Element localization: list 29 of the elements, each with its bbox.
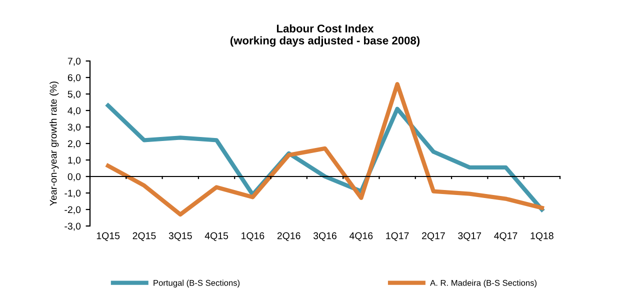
y-tick-label: 2,0 xyxy=(68,140,81,148)
y-axis-title: Year-on-year growth rate (%) xyxy=(50,82,59,206)
y-tick-label: 3,0 xyxy=(68,124,81,132)
legend-label: A. R. Madeira (B-S Sections) xyxy=(430,280,537,288)
x-tick-label: 4Q16 xyxy=(349,232,373,241)
legend-label: Portugal (B-S Sections) xyxy=(154,280,240,288)
line-series xyxy=(106,82,544,217)
chart-title: Labour Cost Index (working days adjusted - base 2008) xyxy=(230,24,420,47)
x-tick-label: 1Q17 xyxy=(386,232,409,241)
x-tick-label: 3Q15 xyxy=(168,232,192,241)
x-tick-label: 1Q16 xyxy=(242,232,264,241)
y-tick-label: -1,0 xyxy=(64,190,81,198)
x-tick-label: 1Q15 xyxy=(96,232,120,241)
x-tick-label: 2Q17 xyxy=(422,232,445,241)
y-tick-label: 6,0 xyxy=(68,74,81,82)
x-tick-label: 3Q17 xyxy=(458,232,482,241)
y-tick-label: 5,0 xyxy=(68,90,81,99)
x-tick-label: 4Q17 xyxy=(494,232,518,241)
y-tick-label: 0,0 xyxy=(68,173,81,182)
x-tick-label: 4Q15 xyxy=(204,232,228,241)
y-tick-label: 1,0 xyxy=(68,156,81,165)
x-tick-label: 2Q16 xyxy=(277,232,300,241)
y-tick-label: 4,0 xyxy=(68,107,81,116)
y-tick-label: 7,0 xyxy=(68,58,81,66)
x-tick-label: 2Q15 xyxy=(132,232,156,241)
y-tick-label: -3,0 xyxy=(64,222,81,231)
y-tick-label: -2,0 xyxy=(64,206,81,214)
x-tick-label: 3Q16 xyxy=(313,232,336,241)
x-tick-label: 1Q18 xyxy=(530,232,554,241)
